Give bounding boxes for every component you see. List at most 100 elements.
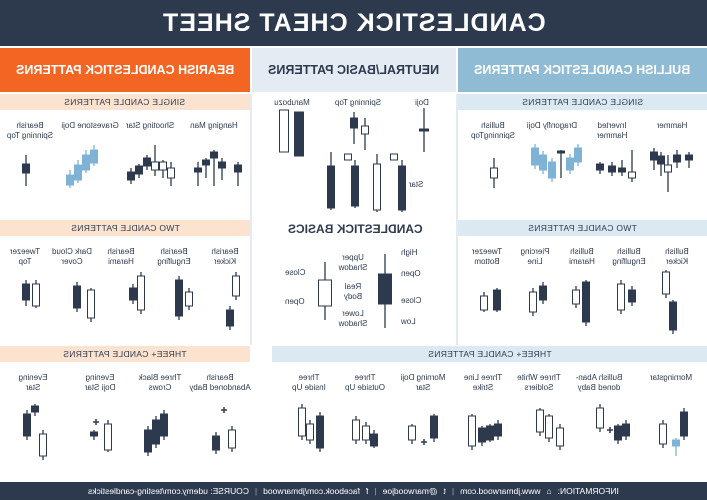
candle-evening-doji-2: [104, 420, 112, 452]
candle-hanging-4: [218, 158, 226, 180]
candle-spinning-top-light: [361, 118, 369, 150]
footer-course[interactable]: COURSE: udemy.com/testing-candlesticks: [88, 486, 250, 496]
candle-piercing-1: [529, 288, 537, 316]
candle-star-3: [351, 160, 359, 208]
footer-bar: INFORMATION: ⌂ www.jbmarwood.com | t @ma…: [0, 482, 707, 500]
candle-hanging-1: [194, 162, 202, 186]
candle-hammer-4: [673, 150, 681, 168]
candle-hammer-3: [664, 155, 672, 192]
candle-gravestone-0: [66, 170, 74, 188]
candle-star-5: [390, 153, 398, 161]
candle-dragonfly-4: [574, 144, 582, 166]
twitter-icon: t: [443, 486, 446, 496]
candle-bullish-kicker-2: [669, 300, 677, 334]
candle-dragonfly-3: [566, 154, 574, 174]
candle-shooting-6: [167, 162, 175, 186]
candle-bearish-spinning-top: [22, 155, 30, 186]
candle-bullish-harami-2: [582, 280, 590, 326]
candle-morningstar-2: [672, 438, 680, 456]
bullish-three-band: THREE+ CANDLE PATTERNS: [272, 346, 707, 362]
candle-shooting-3: [143, 155, 151, 170]
candle-dark-cloud-2: [87, 288, 95, 322]
morning-doji-plus: [421, 439, 427, 445]
candle-bearish-kicker-2: [232, 272, 240, 300]
candle-inverted-3: [618, 160, 626, 176]
candle-bearish-harami-1: [129, 284, 137, 304]
candle-bearish-ab-2: [228, 426, 236, 452]
candle-tweezer-bottom-1: [480, 292, 488, 312]
candle-hammer-5: [685, 152, 693, 168]
candle-bullish-kicker-1: [662, 270, 670, 298]
footer-twitter[interactable]: @marwoodjoe: [382, 486, 438, 496]
candle-gravestone-3: [90, 145, 98, 166]
candle-dragonfly-2: [548, 158, 556, 182]
bearish-column-header: BEARISH CANDLESTICK PATTERNS: [0, 48, 250, 92]
candle-morning-doji-1: [408, 424, 416, 444]
candle-piercing-2: [539, 282, 547, 304]
bearish-single-band: SINGLE CANDLE PATTERNS: [0, 94, 250, 110]
candle-star-2: [344, 153, 352, 161]
candle-doji: [419, 108, 429, 152]
footer-website[interactable]: www.jbmarwood.com: [460, 486, 541, 496]
bullish-abandoned-plus: [607, 427, 613, 433]
candle-bullish-engulfing-1: [617, 280, 625, 314]
candle-evening-star-3: [39, 430, 47, 460]
bullish-column-header: BULLISH CANDLESTICK PATTERNS: [458, 48, 707, 92]
candle-morningstar-3: [680, 408, 688, 440]
candle-evening-doji-1: [90, 430, 98, 440]
candle-evening-star-1: [23, 410, 31, 440]
candle-three-inside-2: [306, 420, 314, 444]
candle-evening-star-2: [31, 404, 39, 416]
candle-marubozu-light: [279, 109, 289, 153]
candle-bullish-ab-3: [622, 420, 630, 440]
candle-shooting-2: [135, 164, 143, 178]
candle-three-line-2: [478, 426, 486, 446]
candle-three-white-1: [536, 408, 544, 436]
candle-three-black-3: [160, 410, 168, 440]
candle-bullish-engulfing-2: [628, 286, 636, 306]
candle-bearish-engulfing-2: [185, 288, 193, 310]
candle-tweezer-bottom-2: [493, 288, 501, 312]
footer-information: INFORMATION:: [557, 486, 619, 496]
candle-three-line-1: [468, 414, 476, 450]
home-icon: ⌂: [546, 486, 552, 496]
candle-three-inside-1: [298, 404, 306, 440]
candle-gravestone-1: [74, 160, 82, 183]
neutral-column-header: NEUTRAL/BASIC PATTERNS: [252, 48, 456, 92]
candle-three-line-3: [486, 424, 494, 442]
candle-star-4: [373, 154, 381, 212]
candle-bullish-spinning-top: [490, 158, 498, 188]
candle-dragonfly-0: [531, 144, 539, 169]
facebook-icon: f: [366, 486, 369, 496]
candle-hammer-2: [657, 152, 665, 176]
candle-bearish-kicker-1: [226, 306, 234, 330]
candlestick-drawings: [22, 94, 693, 460]
bearish-abandoned-plus: [221, 407, 227, 413]
candle-three-white-2: [545, 414, 553, 442]
evening-doji-plus: [93, 419, 99, 425]
candle-three-black-2: [152, 416, 160, 448]
candle-bullish-ab-1: [596, 404, 604, 432]
candle-morningstar-1: [659, 420, 667, 448]
candle-bullish-harami-1: [572, 286, 580, 308]
footer-facebook[interactable]: facebook.com/jbmarwood: [263, 486, 361, 496]
candle-three-line-4: [494, 420, 502, 440]
candle-three-inside-3: [316, 412, 324, 452]
candle-three-outside-1: [352, 416, 360, 444]
candle-dragonfly-doji: [557, 150, 565, 178]
candle-dragonfly-1: [539, 151, 547, 174]
candle-hammer-1: [650, 148, 658, 170]
candle-shooting-5: [159, 160, 167, 178]
candle-inverted-2: [608, 162, 616, 176]
candle-marubozu-dark: [294, 111, 304, 157]
candle-three-black-1: [144, 426, 152, 456]
candle-bearish-harami-2: [137, 272, 145, 314]
candle-hanging-3: [210, 150, 218, 186]
candle-tweezer-top-1: [22, 280, 30, 306]
candle-star-1: [327, 152, 335, 210]
basics-white-candle: [318, 262, 332, 320]
candle-spinning-top-dark: [350, 112, 358, 144]
basics-dark-candle: [378, 254, 392, 328]
candle-dark-cloud-1: [73, 282, 81, 312]
candle-bullish-ab-2: [614, 424, 622, 444]
